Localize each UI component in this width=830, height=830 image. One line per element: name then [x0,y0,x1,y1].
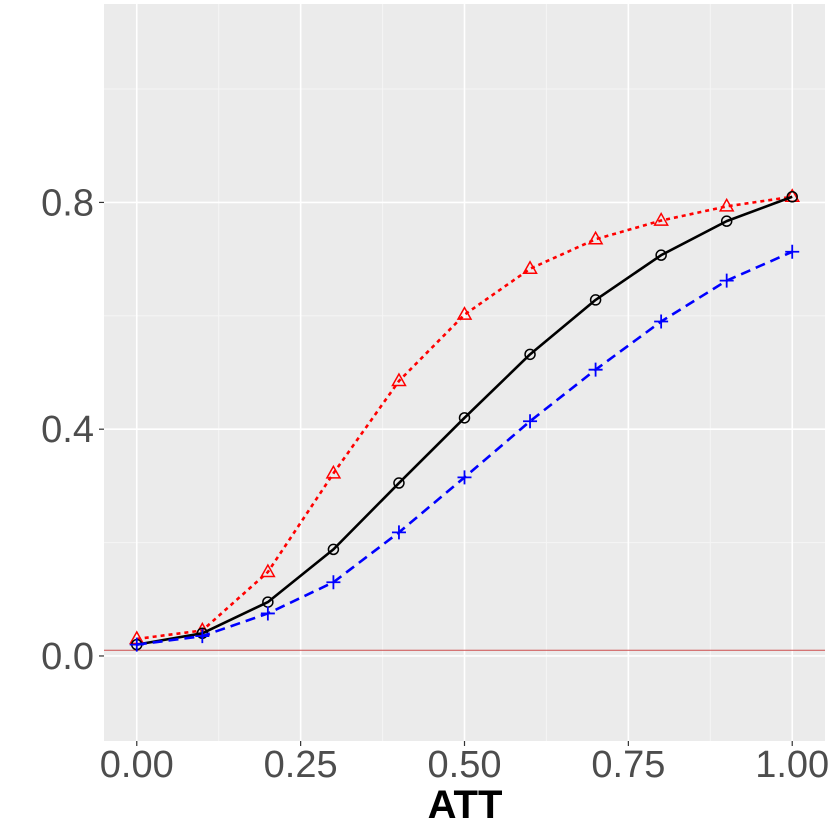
data-point [456,306,473,320]
data-point [588,362,603,377]
y-tick-label: 0.0 [41,636,94,678]
data-point [655,249,667,261]
series-circle [131,191,798,651]
data-point [785,244,800,259]
x-tick-label: 0.25 [264,744,338,786]
data-point [718,197,735,212]
series-plus [129,244,800,652]
data-point [457,470,472,485]
y-tick-label: 0.8 [41,182,94,224]
x-tick-label: 0.75 [591,744,665,786]
x-tick-label: 1.00 [755,744,829,786]
data-point [587,230,604,245]
data-point [653,212,669,226]
data-point [391,372,407,387]
series-line [136,195,793,646]
data-point [325,464,342,479]
data-point [589,294,602,306]
y-tick-label: 0.4 [41,409,94,451]
data-point [129,637,144,652]
data-point [458,412,471,424]
x-axis: 0.00 0.25 0.50 0.75 1.00 [100,741,829,786]
grid-major [104,4,825,741]
series-layer [128,188,801,652]
series-line [136,195,793,641]
x-tick-label: 0.00 [100,744,174,786]
x-tick-label: 0.50 [428,744,502,786]
data-point [786,191,798,203]
data-point [391,525,406,540]
data-point [720,215,733,227]
data-point [522,260,538,275]
y-axis: 0.0 0.4 0.8 [41,182,104,678]
data-point [393,477,405,489]
data-point [524,348,536,361]
data-point [326,575,341,590]
data-point [195,629,210,644]
data-point [327,543,340,556]
data-point [523,414,538,429]
x-axis-title: ATT [428,783,503,827]
data-point [654,314,669,329]
data-point [260,563,276,578]
data-point [260,606,275,621]
series-triangle [128,188,801,645]
data-point [719,273,734,288]
